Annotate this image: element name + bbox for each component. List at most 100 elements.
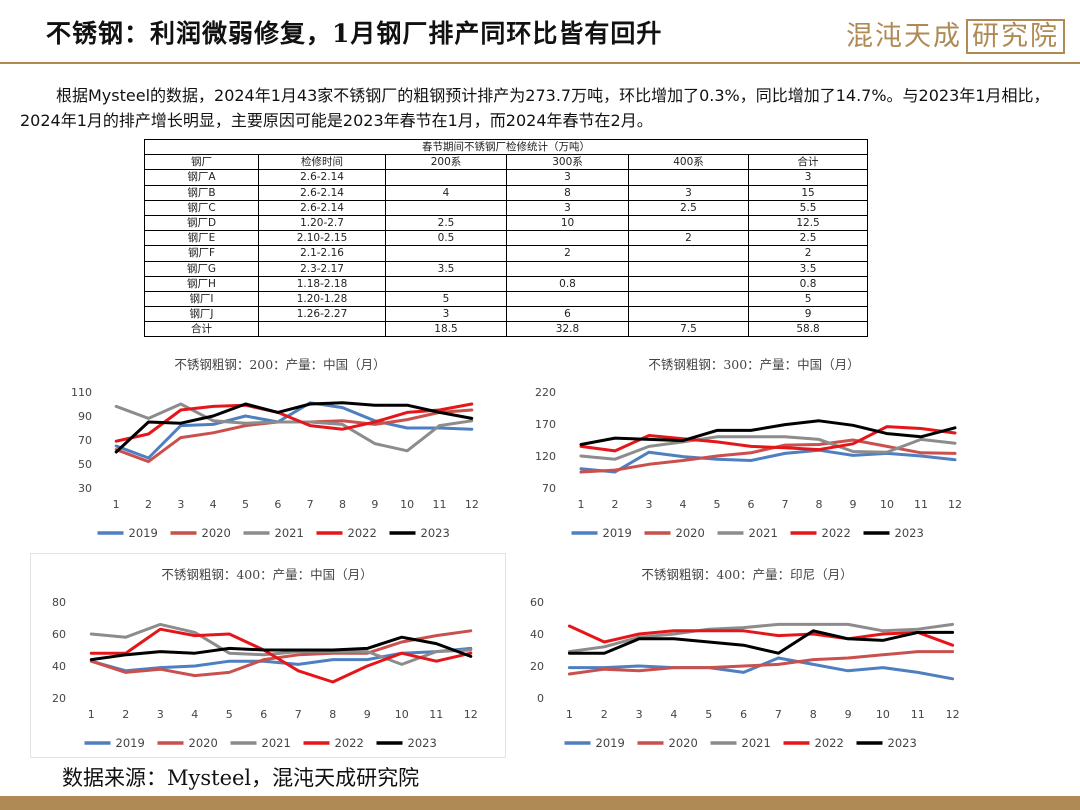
x-tick-label: 8 xyxy=(810,708,817,721)
table-cell: 钢厂D xyxy=(144,214,259,232)
table-cell xyxy=(506,260,629,277)
x-tick-label: 7 xyxy=(775,708,782,721)
x-tick-label: 3 xyxy=(636,708,643,721)
table-caption: 春节期间不锈钢厂检修统计（万吨） xyxy=(143,138,869,156)
x-tick-label: 1 xyxy=(566,708,573,721)
table-cell: 3 xyxy=(385,306,507,323)
y-tick-label: 70 xyxy=(78,434,92,447)
table-cell: 2.6-2.14 xyxy=(258,184,386,201)
x-tick-label: 6 xyxy=(274,498,281,511)
y-tick-label: 90 xyxy=(78,410,92,423)
series-line-2020 xyxy=(579,438,957,474)
table-cell: 钢厂C xyxy=(144,199,259,216)
table-cell: 15 xyxy=(747,184,869,201)
table-cell xyxy=(628,290,749,308)
source-note: 数据来源：Mysteel，混沌天成研究院 xyxy=(62,766,420,790)
chart-title: 不锈钢粗钢：300：产量：中国（月） xyxy=(648,357,859,372)
legend-label: 2021 xyxy=(742,736,771,750)
table-row: 钢厂B 2.6-2.14 4 8 3 15 xyxy=(144,184,869,201)
table-cell: 1.20-1.28 xyxy=(258,290,386,308)
table-row: 钢厂A 2.6-2.14 3 3 xyxy=(144,169,869,186)
table-row: 钢厂E 2.10-2.15 0.5 2 2.5 xyxy=(144,230,869,247)
x-tick-label: 4 xyxy=(670,708,677,721)
x-tick-label: 6 xyxy=(260,708,267,721)
series-line-2022 xyxy=(89,627,473,684)
x-tick-label: 11 xyxy=(914,498,928,511)
table-cell: 5 xyxy=(747,290,869,308)
chart-title: 不锈钢粗钢：200：产量：中国（月） xyxy=(174,357,385,372)
table-row: 钢厂C 2.6-2.14 3 2.5 5.5 xyxy=(144,199,869,216)
table-row: 钢厂J 1.26-2.27 3 6 9 xyxy=(144,306,869,323)
legend-label: 2021 xyxy=(262,736,291,750)
series-line-2020 xyxy=(567,650,955,676)
table-cell xyxy=(506,230,629,247)
x-tick-label: 2 xyxy=(612,498,619,511)
legend-label: 2019 xyxy=(596,736,625,750)
legend-label: 2019 xyxy=(603,526,632,540)
x-tick-label: 3 xyxy=(157,708,164,721)
x-tick-label: 8 xyxy=(339,498,346,511)
table-header-cell: 合计 xyxy=(747,154,869,171)
y-tick-label: 110 xyxy=(71,386,92,399)
x-tick-label: 6 xyxy=(748,498,755,511)
legend-label: 2021 xyxy=(275,526,304,540)
table-header-cell: 200系 xyxy=(385,154,507,171)
series-line-2020 xyxy=(89,629,473,678)
y-tick-label: 70 xyxy=(542,482,556,495)
table-cell: 2.1-2.16 xyxy=(258,245,386,262)
brand-logo: 混沌天成 研究院 xyxy=(846,14,1065,54)
legend-label: 2019 xyxy=(116,736,145,750)
chart-400-china: 不锈钢粗钢：400：产量：中国（月） 20 40 60 80 1 2 3 4 5 6 7 8 9 10 11 1… xyxy=(34,560,500,756)
x-tick-label: 11 xyxy=(433,498,447,511)
table-cell: 58.8 xyxy=(747,321,869,338)
legend-label: 2020 xyxy=(202,526,231,540)
table-cell: 5.5 xyxy=(747,199,869,216)
table-caption-row: 春节期间不锈钢厂检修统计（万吨） xyxy=(143,138,869,156)
legend-label: 2022 xyxy=(815,736,844,750)
x-tick-label: 12 xyxy=(948,498,962,511)
table-row: 钢厂G 2.3-2.17 3.5 3.5 xyxy=(144,260,869,277)
footer-band xyxy=(0,796,1080,810)
y-tick-label: 60 xyxy=(52,628,66,641)
table-cell: 32.8 xyxy=(506,321,629,338)
table-cell: 3 xyxy=(506,169,629,186)
table-cell: 2.6-2.14 xyxy=(258,169,386,186)
x-tick-label: 5 xyxy=(714,498,721,511)
table-cell: 2.10-2.15 xyxy=(258,230,386,247)
table-cell: 3.5 xyxy=(747,260,869,277)
x-tick-label: 10 xyxy=(876,708,890,721)
x-tick-label: 10 xyxy=(395,708,409,721)
maintenance-table: 春节期间不锈钢厂检修统计（万吨） 钢厂 检修时间 200系 300系 400系 合计 钢厂… xyxy=(143,138,869,338)
x-tick-label: 4 xyxy=(191,708,198,721)
x-tick-label: 7 xyxy=(782,498,789,511)
x-tick-label: 4 xyxy=(210,498,217,511)
legend-label: 2022 xyxy=(335,736,364,750)
x-tick-label: 7 xyxy=(295,708,302,721)
x-tick-label: 5 xyxy=(705,708,712,721)
y-tick-label: 220 xyxy=(535,386,556,399)
series-line-2021 xyxy=(579,435,957,461)
series-line-2021 xyxy=(567,622,955,654)
table-cell: 9 xyxy=(747,306,869,323)
table-header-cell: 钢厂 xyxy=(144,154,259,171)
legend-label: 2023 xyxy=(421,526,450,540)
x-tick-label: 2 xyxy=(601,708,608,721)
series-line-2019 xyxy=(89,646,473,673)
y-tick-label: 40 xyxy=(52,660,66,673)
series-line-2023 xyxy=(579,419,957,446)
series-line-2023 xyxy=(89,635,473,662)
x-tick-label: 8 xyxy=(329,708,336,721)
table-cell: 钢厂A xyxy=(144,169,259,186)
x-tick-label: 3 xyxy=(646,498,653,511)
x-tick-label: 12 xyxy=(465,498,479,511)
legend-label: 2020 xyxy=(189,736,218,750)
table-cell: 钢厂G xyxy=(144,260,259,277)
legend-label: 2023 xyxy=(408,736,437,750)
legend-label: 2023 xyxy=(895,526,924,540)
table-cell xyxy=(385,199,507,216)
table-cell: 2 xyxy=(506,245,629,262)
x-tick-label: 10 xyxy=(400,498,414,511)
table-cell: 18.5 xyxy=(385,321,507,338)
